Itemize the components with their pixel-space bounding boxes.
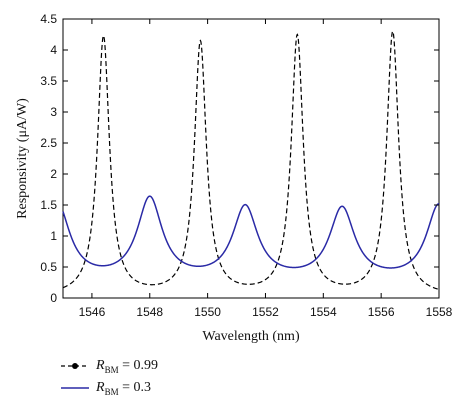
legend-item-rbm-099: RBM = 0.99 [60,355,158,377]
legend-dashed-sample [61,363,89,369]
x-tick-label: 1546 [79,305,106,319]
y-tick-label: 3 [50,105,57,119]
x-tick-label: 1558 [426,305,453,319]
y-tick-label: 2.5 [40,136,57,150]
y-tick-label: 4.5 [40,12,57,26]
legend-item-rbm-03: RBM = 0.3 [60,377,158,399]
legend-solid-sample [61,387,89,389]
legend-label-rbm-099: RBM = 0.99 [96,357,158,375]
y-tick-label: 1.5 [40,198,57,212]
y-tick-label: 4 [50,43,57,57]
series-line-rbm-099 [62,30,440,291]
x-tick-label: 1556 [368,305,395,319]
x-tick-label: 1552 [252,305,279,319]
y-tick-label: 0 [50,291,57,305]
series-line-rbm-03 [62,195,440,269]
x-axis-title: Wavelength (nm) [202,329,300,344]
legend: RBM = 0.99 RBM = 0.3 [60,355,158,399]
y-tick-label: 3.5 [40,74,57,88]
x-tick-label: 1548 [136,305,163,319]
y-tick-label: 2 [50,167,57,181]
y-axis-title: Responsivity (μA/W) [15,98,30,219]
x-axis-ticks: 1546 1548 1550 1552 1554 1556 1558 [79,19,453,319]
chart: 1546 1548 1550 1552 1554 1556 1558 0 0.5 1 1.5 2 2.… [15,12,453,344]
curves [62,30,440,291]
plot-frame [62,18,440,299]
y-tick-label: 0.5 [40,260,57,274]
x-tick-label: 1554 [310,305,337,319]
legend-label-rbm-03: RBM = 0.3 [96,379,151,397]
y-tick-label: 1 [50,229,57,243]
x-tick-label: 1550 [194,305,221,319]
y-axis-ticks: 0 0.5 1 1.5 2 2.5 3 3.5 4 4.5 [40,12,439,305]
